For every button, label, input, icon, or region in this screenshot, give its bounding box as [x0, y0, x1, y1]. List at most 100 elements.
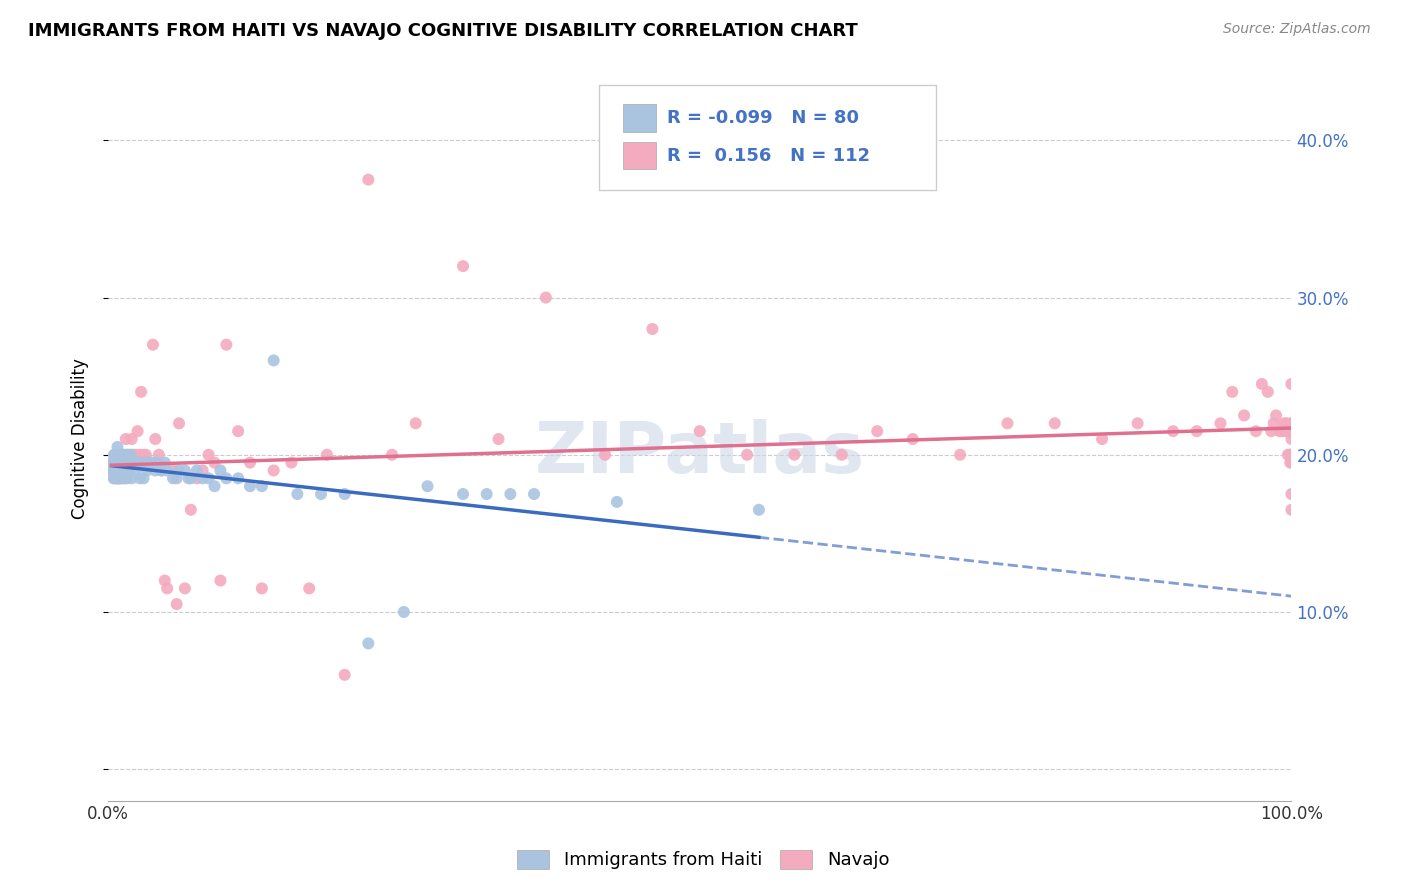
Point [641, 322, 664, 336]
Point [121, 456, 143, 470]
Point [783, 448, 806, 462]
Point [997, 417, 1019, 431]
Point [191, 463, 214, 477]
Point [1281, 424, 1303, 438]
Point [1281, 424, 1303, 438]
Point [117, 448, 139, 462]
Point [108, 448, 131, 462]
Point [114, 463, 136, 477]
Point [204, 479, 226, 493]
Point [122, 456, 145, 470]
Point [112, 456, 135, 470]
Point [381, 448, 404, 462]
Point [110, 463, 132, 477]
Point [156, 582, 179, 596]
Point [1281, 376, 1303, 391]
Point [108, 463, 131, 477]
Point [136, 463, 159, 477]
Point [108, 471, 131, 485]
Point [111, 456, 134, 470]
Point [107, 463, 129, 477]
Point [1281, 502, 1303, 516]
Point [111, 448, 134, 462]
Point [105, 463, 128, 477]
Point [120, 448, 142, 462]
Point [239, 479, 262, 493]
Point [107, 471, 129, 485]
Point [180, 471, 202, 485]
Point [735, 448, 758, 462]
Point [115, 456, 138, 470]
Point [108, 456, 131, 470]
Point [135, 448, 157, 462]
Point [108, 471, 131, 485]
Point [111, 456, 134, 470]
Point [162, 463, 184, 477]
Point [114, 471, 136, 485]
Point [108, 463, 131, 477]
Point [129, 456, 152, 470]
Point [143, 432, 166, 446]
Point [1279, 456, 1302, 470]
Point [174, 463, 197, 477]
Point [121, 448, 143, 462]
Point [1233, 409, 1256, 423]
Point [104, 463, 127, 477]
Point [405, 417, 427, 431]
Point [112, 463, 135, 477]
Point [1091, 432, 1114, 446]
Point [523, 487, 546, 501]
Point [103, 471, 125, 485]
Point [1257, 384, 1279, 399]
Point [215, 471, 238, 485]
Point [1161, 424, 1184, 438]
Point [107, 456, 129, 470]
Point [105, 471, 128, 485]
Point [143, 463, 166, 477]
Point [156, 463, 179, 477]
Point [263, 353, 285, 368]
Point [110, 456, 132, 470]
Point [110, 448, 132, 462]
Point [174, 582, 197, 596]
Point [100, 463, 122, 477]
Point [117, 456, 139, 470]
Point [1271, 424, 1294, 438]
Point [416, 479, 439, 493]
Point [215, 337, 238, 351]
Point [105, 448, 128, 462]
Point [1281, 424, 1303, 438]
Point [103, 448, 125, 462]
Point [105, 471, 128, 485]
Point [107, 440, 129, 454]
Point [209, 574, 232, 588]
Point [129, 471, 152, 485]
Point [129, 448, 152, 462]
Point [451, 259, 474, 273]
Point [1250, 376, 1272, 391]
Point [593, 448, 616, 462]
Point [115, 471, 138, 485]
Point [831, 448, 853, 462]
Point [298, 582, 321, 596]
Point [1185, 424, 1208, 438]
Text: R = -0.099   N = 80: R = -0.099 N = 80 [666, 109, 859, 127]
Point [114, 456, 136, 470]
Point [1279, 448, 1302, 462]
Point [118, 463, 141, 477]
Point [1281, 448, 1303, 462]
Point [127, 456, 149, 470]
Point [1281, 432, 1303, 446]
Point [153, 456, 176, 470]
Point [239, 456, 262, 470]
Point [177, 471, 200, 485]
Point [1281, 417, 1303, 431]
Point [104, 456, 127, 470]
Point [112, 463, 135, 477]
Text: ZIPatlas: ZIPatlas [534, 419, 865, 488]
Point [250, 479, 273, 493]
FancyBboxPatch shape [623, 142, 657, 169]
Point [197, 471, 219, 485]
Point [167, 417, 190, 431]
Point [114, 456, 136, 470]
